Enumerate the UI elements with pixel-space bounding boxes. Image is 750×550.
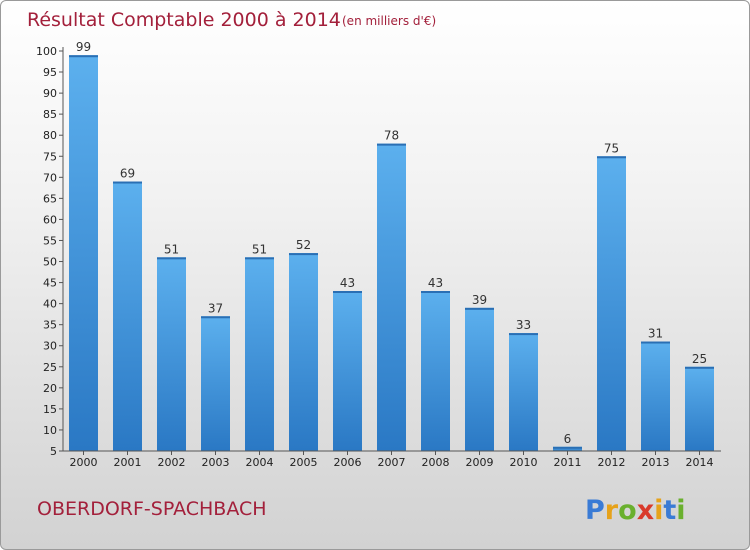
x-tick-label: 2007	[378, 456, 406, 469]
data-label: 69	[120, 167, 135, 181]
x-tick-label: 2009	[466, 456, 494, 469]
x-tick-label: 2013	[642, 456, 670, 469]
data-label: 33	[516, 318, 531, 332]
data-label: 51	[252, 242, 267, 256]
y-tick-label: 80	[43, 129, 57, 142]
bar	[465, 307, 494, 451]
brand-logo: Proxiti	[585, 495, 686, 526]
bar	[509, 333, 538, 451]
data-label: 51	[164, 242, 179, 256]
y-tick-label: 10	[43, 424, 57, 437]
bar-top-edge	[377, 143, 406, 146]
x-axis: 2000 2001 2002 2003 2004 2005 2006 2007 2008 2009…	[63, 450, 721, 469]
bars: 99 69 51 37 51 52 43 78 43 39 33 6 75 31 25	[69, 40, 714, 452]
x-tick-label: 2014	[686, 456, 714, 469]
bar-top-edge	[465, 307, 494, 310]
x-tick-label: 2005	[290, 456, 318, 469]
y-tick-label: 90	[43, 87, 57, 100]
x-tick-label: 2002	[158, 456, 186, 469]
y-tick-label: 50	[43, 256, 57, 269]
x-tick-label: 2011	[554, 456, 582, 469]
bar-top-edge	[289, 253, 318, 256]
bar	[421, 291, 450, 451]
y-tick-label: 15	[43, 403, 57, 416]
data-label: 75	[604, 141, 619, 155]
chart-title: Résultat Comptable 2000 à 2014	[27, 9, 341, 31]
bar	[377, 143, 406, 451]
bar	[201, 316, 230, 451]
brand-letter: t	[663, 495, 676, 526]
bar	[333, 291, 362, 451]
x-tick-label: 2001	[114, 456, 142, 469]
data-label: 43	[340, 276, 355, 290]
bar-top-edge	[421, 291, 450, 293]
x-tick-label: 2012	[598, 456, 626, 469]
data-label: 39	[472, 293, 487, 307]
y-tick-label: 75	[43, 150, 57, 163]
bar	[157, 257, 186, 451]
data-label: 31	[648, 327, 663, 341]
y-tick-label: 20	[43, 382, 57, 395]
y-tick-label: 55	[43, 234, 57, 247]
y-tick-label: 40	[43, 298, 57, 311]
x-tick-label: 2006	[334, 456, 362, 469]
bar-top-edge	[201, 316, 230, 319]
y-tick-label: 45	[43, 277, 57, 290]
brand-letter: x	[637, 495, 654, 526]
data-label: 52	[296, 238, 311, 252]
brand-letter: P	[585, 495, 605, 526]
bar-top-edge	[333, 291, 362, 293]
data-label: 43	[428, 276, 443, 290]
brand-letter: i	[654, 495, 663, 526]
bar-top-edge	[245, 257, 274, 260]
y-axis: 5 10 15 20 25 30 35 40 45 50 55 60 65 70 75 80 85 90 95 100	[36, 45, 64, 458]
bar	[553, 446, 582, 451]
bar	[69, 55, 98, 452]
bar-top-edge	[553, 446, 582, 449]
x-tick-label: 2010	[510, 456, 538, 469]
y-tick-label: 70	[43, 171, 57, 184]
y-tick-label: 100	[36, 45, 57, 58]
bar-top-edge	[509, 333, 538, 336]
y-tick-label: 95	[43, 66, 57, 79]
y-tick-label: 85	[43, 108, 57, 121]
brand-letter: o	[618, 495, 637, 526]
bar	[641, 341, 670, 451]
bar	[685, 366, 714, 451]
data-label: 6	[564, 432, 572, 446]
data-label: 25	[692, 352, 707, 366]
brand-letter: i	[676, 495, 685, 526]
bar	[597, 156, 626, 451]
chart-subtitle: (en milliers d'€)	[342, 14, 436, 28]
bar-top-edge	[597, 156, 626, 159]
bar-top-edge	[69, 55, 98, 58]
bar	[113, 181, 142, 452]
data-label: 78	[384, 129, 399, 143]
bar-top-edge	[685, 366, 714, 369]
x-tick-label: 2008	[422, 456, 450, 469]
y-tick-label: 35	[43, 319, 57, 332]
y-tick-label: 25	[43, 361, 57, 374]
data-label: 99	[76, 40, 91, 54]
bar-top-edge	[113, 181, 142, 184]
y-tick-label: 60	[43, 213, 57, 226]
x-tick-label: 2000	[70, 456, 98, 469]
bar	[289, 253, 318, 451]
data-label: 37	[208, 301, 223, 315]
y-tick-label: 30	[43, 340, 57, 353]
y-tick-label: 5	[50, 445, 57, 458]
brand-letter: r	[605, 495, 619, 526]
y-tick-label: 65	[43, 192, 57, 205]
x-tick-label: 2004	[246, 456, 274, 469]
commune-name: OBERDORF-SPACHBACH	[37, 498, 267, 520]
x-tick-label: 2003	[202, 456, 230, 469]
bar-top-edge	[641, 341, 670, 344]
bar-top-edge	[157, 257, 186, 260]
bar	[245, 257, 274, 451]
